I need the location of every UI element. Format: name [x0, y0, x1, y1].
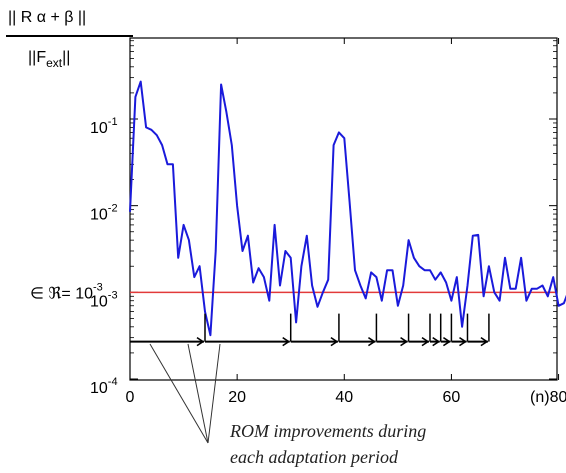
y-tick-exponent: -3 [108, 289, 118, 301]
x-tick-label: 80 [550, 389, 566, 406]
y-tick-exponent: -1 [108, 116, 118, 128]
ylabel-denominator-sub: ext [46, 56, 63, 70]
ylabel-denominator: ||Fext|| [28, 49, 70, 70]
pointer-line-3 [207, 343, 221, 444]
adaptation-arrow-head [459, 336, 467, 347]
x-tick-label: 60 [443, 389, 461, 406]
xlabel: (n) [530, 389, 550, 406]
annotation-line-1: ROM improvements during [229, 421, 426, 441]
y-tick-label: 10-2 [90, 203, 118, 224]
y-tick-base: 10 [90, 293, 108, 310]
series-layer [129, 80, 566, 337]
plot-frame [129, 37, 558, 381]
adaptation-marker-layer [130, 313, 490, 347]
series-line [129, 80, 566, 337]
axis-ticks [129, 38, 560, 380]
adaptation-arrow-head [367, 336, 376, 347]
y-tick-label: 10-4 [90, 376, 118, 397]
adaptation-arrow-head [421, 336, 430, 347]
y-tick-label: 10-3 [90, 289, 118, 310]
y-tick-base: 10 [90, 120, 108, 137]
y-tick-label: 10-1 [90, 116, 118, 137]
pointer-line-2 [187, 343, 209, 444]
pointer-line-1 [149, 343, 209, 444]
ylabel-denominator-end: || [62, 49, 70, 66]
y-tick-base: 10 [90, 207, 108, 224]
adaptation-arrow-head [480, 336, 489, 347]
x-tick-label: 20 [228, 389, 246, 406]
adaptation-arrow-head [282, 336, 291, 347]
adaptation-arrow-head [330, 336, 339, 347]
threshold-label: ∈ ℜ= 10-3 [30, 281, 103, 302]
annotation-pointers [149, 343, 221, 444]
x-tick-label: 0 [126, 389, 135, 406]
threshold-label-base: 10 [75, 285, 93, 302]
ylabel-numerator: || R α + β || [8, 9, 86, 26]
threshold-layer: ∈ ℜ= 10-3 [30, 281, 557, 302]
adaptation-arrow-head [400, 336, 409, 347]
tick-labels: 02040608010012014010-110-210-310-4 [90, 116, 566, 406]
threshold-label-prefix: ∈ ℜ= [30, 285, 75, 302]
y-tick-base: 10 [90, 380, 108, 397]
adaptation-arrow-head [196, 336, 205, 347]
y-tick-exponent: -4 [108, 376, 118, 388]
adaptation-arrow-head [432, 336, 441, 347]
adaptation-arrow-head [442, 336, 451, 347]
ylabel-denominator-main: ||F [28, 49, 46, 66]
x-tick-label: 40 [335, 389, 353, 406]
annotation-line-2: each adaptation period [230, 447, 399, 467]
threshold-label-exponent: -3 [93, 281, 103, 293]
y-tick-exponent: -2 [108, 203, 118, 215]
